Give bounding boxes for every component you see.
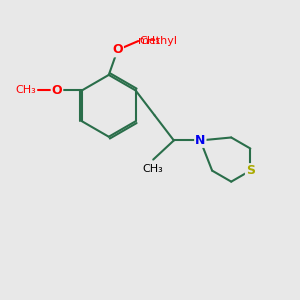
Text: CH₃: CH₃ <box>16 85 36 95</box>
Text: CH₃: CH₃ <box>143 164 164 174</box>
Text: N: N <box>195 134 206 147</box>
Text: S: S <box>246 164 255 177</box>
Text: O: O <box>112 44 123 56</box>
Text: O: O <box>52 84 62 97</box>
Text: methyl: methyl <box>138 36 177 46</box>
Text: CH₃: CH₃ <box>140 36 160 46</box>
